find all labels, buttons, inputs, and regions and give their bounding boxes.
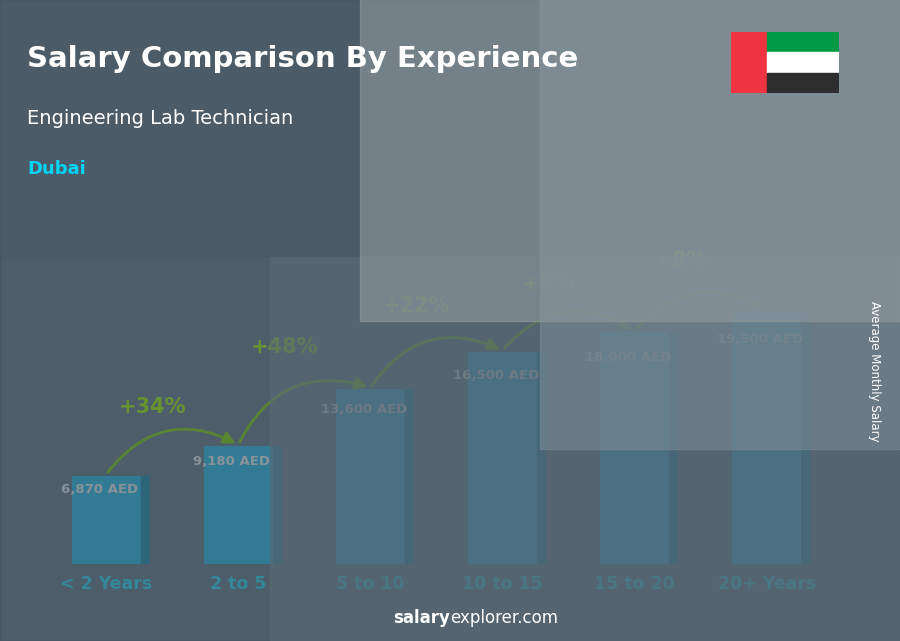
Polygon shape: [669, 332, 679, 564]
Text: +48%: +48%: [251, 337, 319, 357]
Text: +22%: +22%: [382, 296, 450, 316]
Bar: [360, 0, 900, 320]
Polygon shape: [801, 313, 810, 564]
FancyBboxPatch shape: [72, 476, 140, 564]
Polygon shape: [140, 476, 150, 564]
Text: explorer.com: explorer.com: [450, 609, 558, 627]
Text: salary: salary: [393, 609, 450, 627]
Text: +9%: +9%: [522, 274, 575, 294]
FancyBboxPatch shape: [336, 389, 405, 564]
Bar: [767, 72, 839, 93]
FancyBboxPatch shape: [204, 446, 273, 564]
Bar: [0, 0, 360, 256]
Bar: [767, 32, 839, 52]
Text: +8%: +8%: [654, 251, 707, 271]
Bar: [767, 52, 839, 72]
Polygon shape: [273, 446, 282, 564]
FancyBboxPatch shape: [600, 332, 669, 564]
Text: +34%: +34%: [119, 397, 186, 417]
Text: Average Monthly Salary: Average Monthly Salary: [868, 301, 881, 442]
Text: 19,500 AED: 19,500 AED: [717, 333, 803, 346]
Bar: [731, 32, 767, 93]
FancyBboxPatch shape: [468, 351, 537, 564]
Text: Dubai: Dubai: [27, 160, 86, 178]
Polygon shape: [405, 389, 414, 564]
Text: Salary Comparison By Experience: Salary Comparison By Experience: [27, 45, 578, 73]
Text: 6,870 AED: 6,870 AED: [61, 483, 139, 495]
Text: Engineering Lab Technician: Engineering Lab Technician: [27, 109, 293, 128]
Text: 18,000 AED: 18,000 AED: [585, 351, 671, 363]
Text: 16,500 AED: 16,500 AED: [453, 369, 539, 381]
Text: 13,600 AED: 13,600 AED: [320, 403, 407, 416]
Text: 9,180 AED: 9,180 AED: [194, 455, 270, 469]
FancyBboxPatch shape: [733, 313, 801, 564]
Polygon shape: [537, 351, 546, 564]
Bar: [270, 256, 900, 641]
